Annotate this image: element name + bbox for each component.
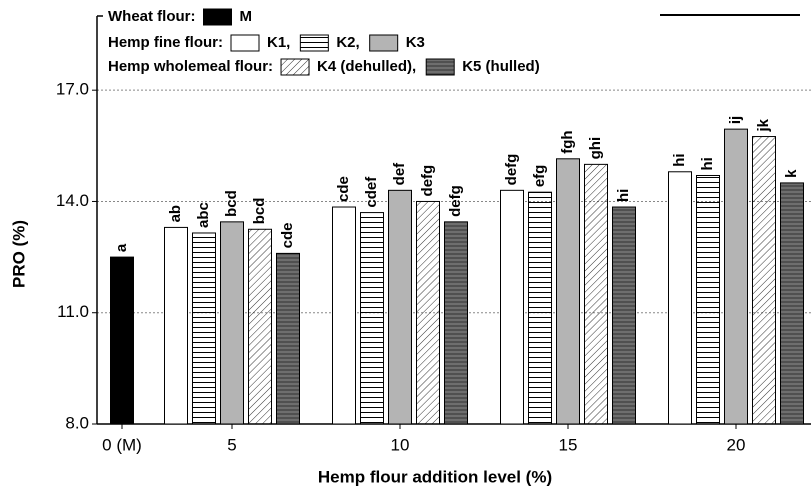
bar	[668, 171, 692, 425]
legend-label: K4 (dehulled),	[317, 58, 416, 75]
value-label: cdef	[363, 176, 380, 208]
bar	[528, 191, 552, 425]
y-tick-label: 14.0	[56, 191, 89, 210]
legend-swatch	[299, 34, 329, 52]
bar	[724, 128, 748, 425]
bar	[388, 189, 412, 425]
legend-title: Wheat flour:	[108, 8, 196, 25]
value-label: def	[391, 162, 408, 186]
x-tick-label: 10	[391, 435, 410, 454]
value-label: bcd	[223, 190, 240, 217]
legend-label: K5 (hulled)	[462, 58, 540, 75]
bar	[696, 174, 720, 425]
legend-swatch	[369, 34, 399, 52]
x-tick-label: 5	[227, 435, 236, 454]
bar	[332, 206, 356, 425]
x-tick-label: 20	[727, 435, 746, 454]
bar	[612, 206, 636, 425]
value-label: k	[783, 169, 800, 178]
y-tick-label: 8.0	[65, 413, 89, 432]
bar	[444, 221, 468, 425]
bar	[780, 182, 804, 425]
bar	[276, 252, 300, 425]
legend-label: M	[240, 8, 253, 25]
bar	[416, 200, 440, 425]
bar	[584, 163, 608, 425]
value-label: bcd	[251, 198, 268, 225]
value-label: cde	[279, 223, 296, 249]
value-label: ab	[167, 205, 184, 223]
legend-swatch	[203, 8, 232, 26]
value-label: hi	[615, 189, 632, 202]
x-axis-label: Hemp flour addition level (%)	[318, 467, 552, 486]
value-label: defg	[419, 165, 436, 197]
value-label: ij	[727, 116, 744, 124]
value-label: jk	[755, 118, 772, 132]
legend-swatch	[425, 58, 455, 76]
bar	[752, 136, 776, 425]
bar	[500, 189, 524, 425]
x-tick-label: 15	[559, 435, 578, 454]
value-label: cde	[335, 176, 352, 202]
bar	[248, 228, 272, 425]
bar	[110, 256, 134, 425]
legend-label: K2,	[336, 34, 359, 51]
bar	[164, 226, 188, 425]
bar	[220, 221, 244, 425]
y-axis-label: PRO (%)	[9, 220, 28, 288]
legend-title: Hemp wholemeal flour:	[108, 58, 273, 75]
y-tick-label: 11.0	[57, 302, 89, 321]
legend-title: Hemp fine flour:	[108, 34, 223, 51]
value-label: ghi	[587, 137, 604, 160]
value-label: a	[113, 243, 130, 252]
value-label: efg	[531, 165, 548, 188]
bar	[360, 212, 384, 425]
y-tick-label: 17.0	[56, 80, 89, 99]
value-label: hi	[699, 157, 716, 170]
value-label: defg	[447, 185, 464, 217]
x-tick-label: 0 (M)	[102, 435, 142, 454]
value-label: defg	[503, 154, 520, 186]
legend-label: K1,	[267, 34, 290, 51]
legend-label: K3	[406, 34, 425, 51]
bar	[556, 158, 580, 425]
value-label: hi	[671, 153, 688, 166]
value-label: abc	[195, 202, 212, 228]
value-label: fgh	[559, 130, 576, 153]
legend-swatch	[280, 58, 310, 76]
bar	[192, 232, 216, 425]
legend-swatch	[230, 34, 260, 52]
